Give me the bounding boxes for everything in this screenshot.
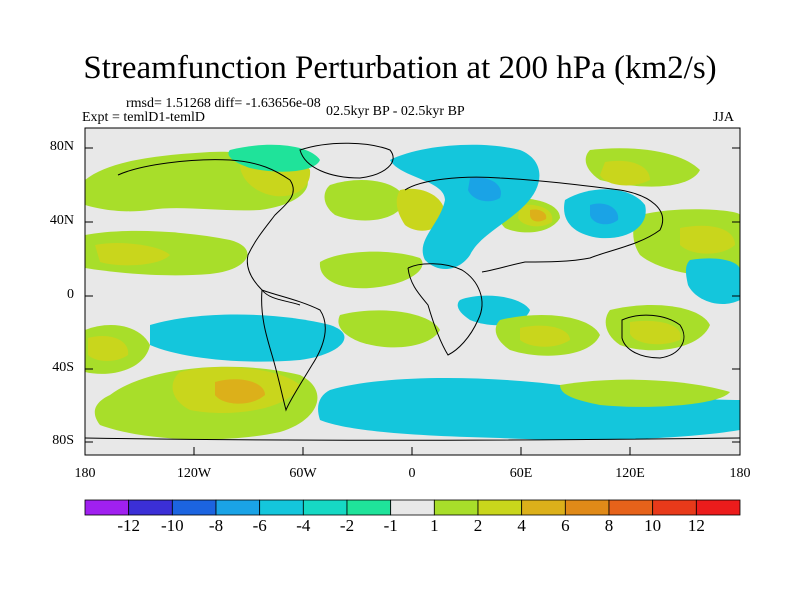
colorbar-box-1 [128,499,173,516]
east-asia-blue-deep [590,203,619,225]
period-line: 02.5kyr BP - 02.5kyr BP [326,104,465,119]
south-america-blue [150,314,345,362]
x-label-60w: 60W [289,466,317,481]
streamfunction-field [85,128,740,455]
colorbar-label-11: 8 [604,516,614,535]
south-indian-yellow [520,325,570,347]
sp-yellow-west [88,335,129,362]
y-label-80s: 80S [52,433,74,448]
colorbar-label-13: 12 [687,516,705,535]
eurasia-blue-deep [468,177,501,202]
nh-yellow-band [95,243,170,266]
australia-outline [621,314,685,359]
colorbar-box-10 [521,499,566,516]
x-label-180w: 180 [74,466,96,481]
australia-yellow [630,320,681,345]
x-label-180e: 180 [729,466,751,481]
y-label-40s: 40S [52,360,74,375]
season-label: JJA [713,110,735,125]
atlantic-green [324,180,405,221]
colorbar-box-13 [652,499,697,516]
colorbar-label-5: -2 [339,516,355,535]
colorbar-box-8 [433,499,479,516]
pacific-yellow-east [680,225,735,254]
colorbar-label-4: -4 [296,516,311,535]
eurasia-outline [404,176,663,273]
x-label-0: 0 [408,466,416,481]
colorbar-box-7 [390,499,435,516]
colorbar-box-14 [695,499,741,516]
y-label-40n: 40N [49,213,74,228]
colorbar-label-10: 6 [561,516,570,535]
stats-line: rmsd= 1.51268 diff= -1.63656e-08 [126,96,321,111]
x-label-120e: 120E [615,466,645,481]
colorbar-box-5 [302,499,348,516]
south-atlantic-green [338,310,440,348]
y-label-80n: 80N [49,139,74,154]
chart-title: Streamfunction Perturbation at 200 hPa (… [83,50,717,86]
antarctica-outline [85,437,740,441]
west-pacific-blue [685,258,740,305]
colorbar-box-4 [259,499,304,516]
colorbar-label-6: -1 [383,516,398,535]
colorbar-label-12: 10 [644,516,662,535]
colorbar-label-1: -10 [160,516,184,535]
colorbar-label-0: -12 [117,516,140,535]
arctic-green-teal [228,144,320,172]
axis-ticks [84,147,741,455]
colorbar-box-6 [346,499,392,516]
colorbar [84,499,741,516]
colorbar-box-12 [608,499,654,516]
experiment-line: Expt = temlD1-temlD [82,110,205,125]
colorbar-label-8: 2 [473,516,483,535]
x-label-60e: 60E [509,466,533,481]
colorbar-label-3: -6 [252,516,267,535]
greenland-outline [299,142,394,179]
south-america-outline [261,289,326,412]
asia-orange [530,209,547,222]
nh-yellow-pacific [600,160,650,186]
colorbar-label-2: -8 [208,516,224,535]
y-label-0: 0 [67,287,74,302]
south-pacific-orange [215,379,265,404]
europe-yellow [396,188,445,231]
colorbar-label-9: 4 [517,516,526,535]
southern-ocean-green [560,379,730,407]
colorbar-box-0 [84,499,130,516]
x-label-120w: 120W [176,466,212,481]
colorbar-box-9 [477,499,523,516]
eurasia-blue [390,144,540,270]
colorbar-box-2 [171,499,217,516]
north-america-outline [117,159,301,306]
tropical-green-atlantic [319,251,423,289]
colorbar-label-7: 1 [430,516,439,535]
coastlines [85,142,740,441]
africa-outline [407,263,483,356]
colorbar-box-11 [564,499,610,516]
colorbar-box-3 [215,499,261,516]
